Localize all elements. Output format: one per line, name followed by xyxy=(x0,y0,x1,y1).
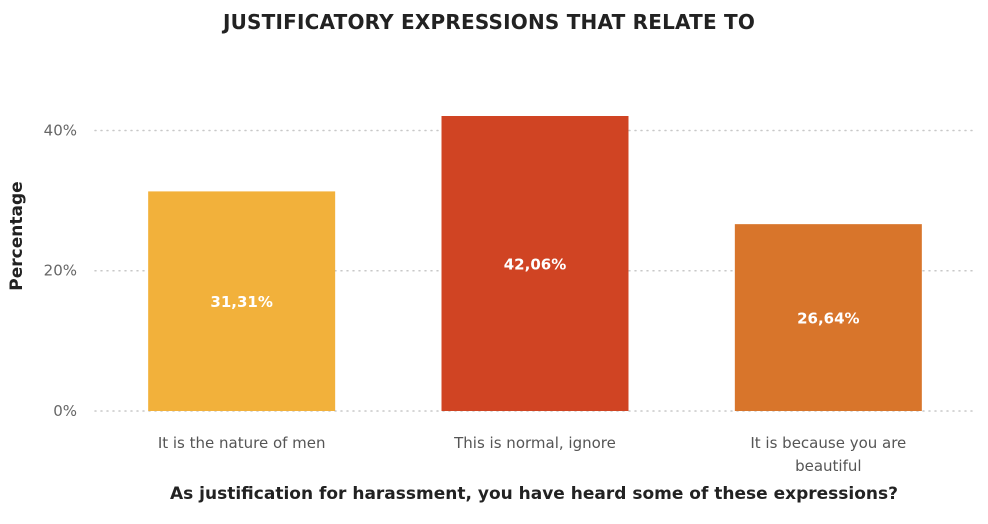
labels: 0% 20% 40% 31,31% It is the nature of men 42,… xyxy=(44,121,907,475)
bar[interactable] xyxy=(734,224,922,411)
x-category-label-line: It is because you are xyxy=(750,434,906,452)
x-category-label-line: beautiful xyxy=(795,457,861,475)
data-label: 42,06% xyxy=(504,256,566,274)
x-category-label-line: It is the nature of men xyxy=(158,434,326,452)
x-category-label-line: This is normal, ignore xyxy=(453,434,616,452)
y-tick-label: 40% xyxy=(44,121,77,139)
y-axis-title: Percentage xyxy=(7,181,27,290)
data-label: 26,64% xyxy=(797,310,859,328)
x-category-label: It is because you are beautiful xyxy=(750,434,906,475)
x-category-label: It is the nature of men xyxy=(158,434,326,452)
chart-title: JUSTIFICATORY EXPRESSIONS THAT RELATE TO xyxy=(222,10,756,34)
y-tick-label: 0% xyxy=(53,402,77,420)
y-tick-label: 20% xyxy=(44,262,77,280)
x-category-label: This is normal, ignore xyxy=(453,434,616,452)
data-label: 31,31% xyxy=(210,293,272,311)
x-axis-title: As justification for harassment, you hav… xyxy=(170,484,898,504)
bar[interactable] xyxy=(148,191,336,411)
bars xyxy=(148,116,922,411)
bar[interactable] xyxy=(441,116,629,411)
